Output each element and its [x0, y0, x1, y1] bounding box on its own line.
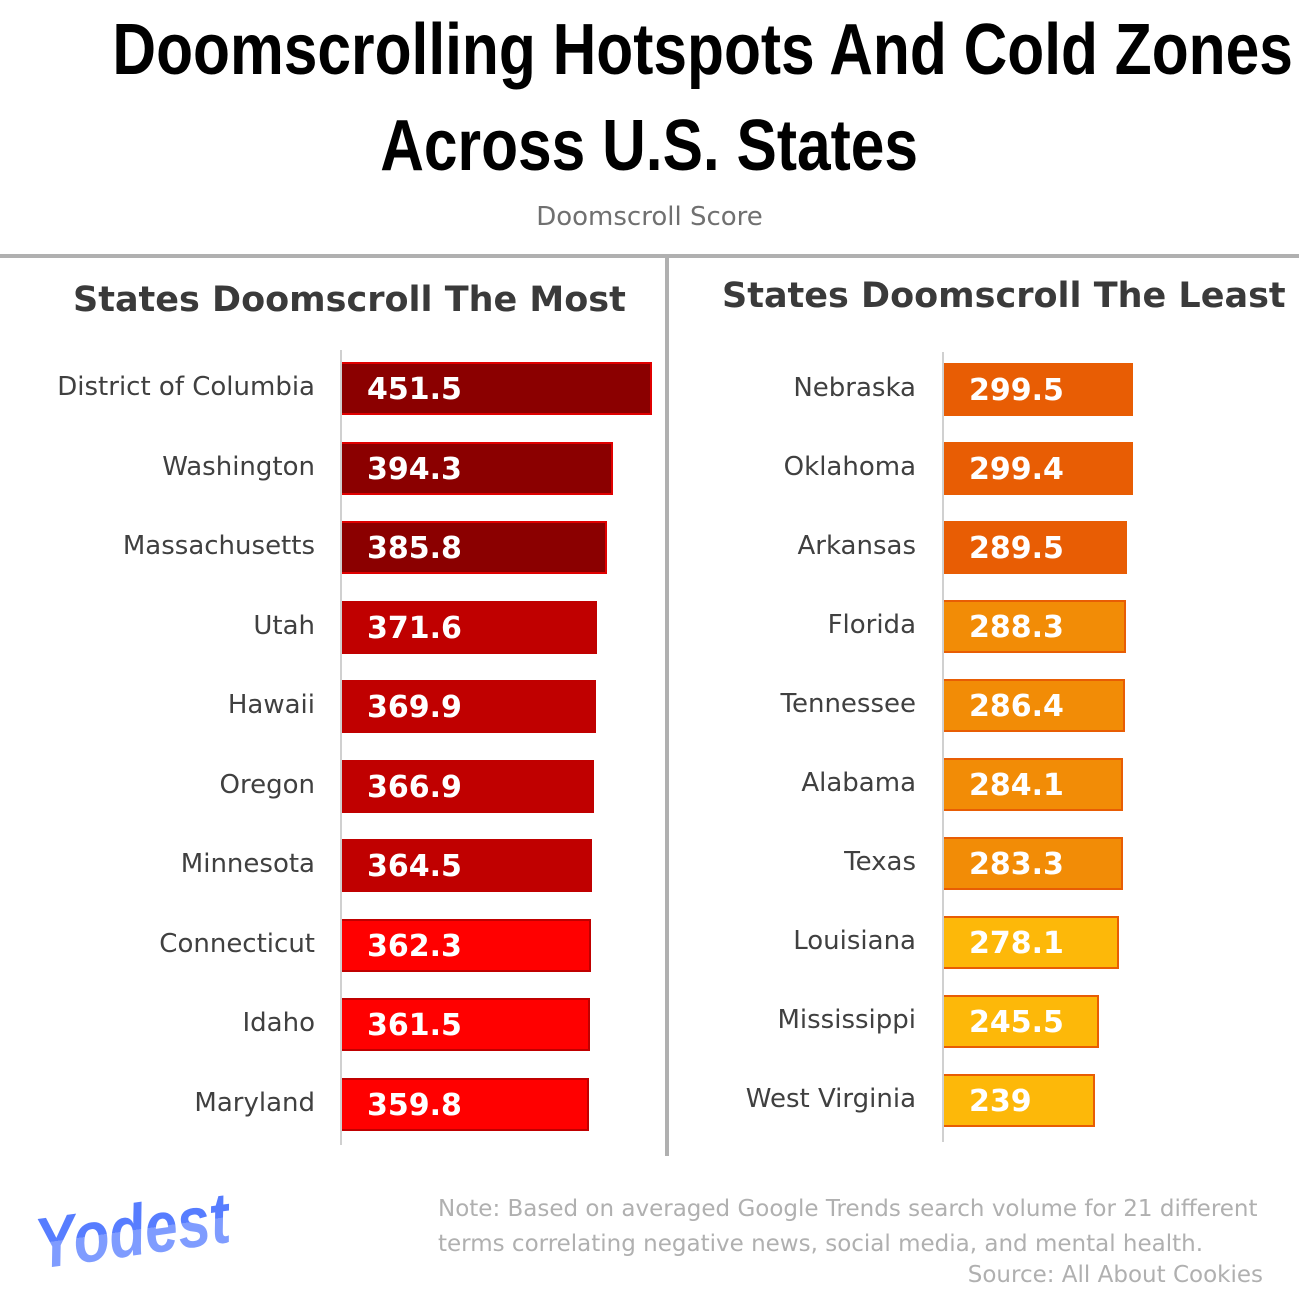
- category-label: Alabama: [801, 768, 916, 798]
- category-label: Massachusetts: [122, 531, 315, 561]
- data-label: 284.1: [969, 768, 1064, 803]
- bar: [342, 1077, 590, 1131]
- data-label: 366.9: [367, 769, 462, 805]
- bar: [342, 839, 593, 892]
- right-panel-title: States Doomscroll The Least: [722, 276, 1286, 316]
- yodest-logo: Yodest: [31, 1176, 238, 1276]
- category-label: Hawaii: [227, 690, 315, 720]
- bar: [944, 442, 1133, 495]
- footnote: Note: Based on averaged Google Trends se…: [438, 1192, 1258, 1262]
- bar: [342, 600, 598, 654]
- data-label: 361.5: [367, 1008, 462, 1043]
- data-label: 371.6: [367, 610, 462, 646]
- left-panel-title: States Doomscroll The Most: [73, 280, 626, 320]
- bar: [944, 995, 1099, 1048]
- category-label: Nebraska: [793, 373, 916, 403]
- bar: [944, 679, 1125, 732]
- note-line-2: terms correlating negative news, social …: [438, 1231, 1204, 1257]
- data-label: 369.9: [367, 690, 462, 725]
- horizontal-divider: [0, 254, 1299, 258]
- bar: [944, 837, 1123, 890]
- data-label: 451.5: [367, 372, 462, 407]
- title-text: Doomscrolling Hotspots And Cold Zones: [112, 10, 1293, 90]
- note-line-1: Note: Based on averaged Google Trends se…: [438, 1196, 1258, 1222]
- data-label: 278.1: [969, 926, 1064, 961]
- data-label: 245.5: [969, 1005, 1064, 1040]
- bar: [342, 441, 613, 495]
- data-label: 359.8: [367, 1087, 462, 1123]
- title-text: Across U.S. States: [380, 106, 919, 186]
- data-label: 362.3: [367, 928, 462, 964]
- bar: [944, 916, 1120, 969]
- category-label: Arkansas: [797, 531, 916, 561]
- bar: [342, 759, 595, 813]
- data-label: 283.3: [969, 847, 1064, 882]
- bar: [944, 758, 1124, 811]
- bar: [342, 918, 591, 972]
- category-label: Tennessee: [780, 689, 917, 719]
- bar: [342, 521, 608, 574]
- data-label: 364.5: [367, 849, 462, 884]
- bar: [944, 600, 1126, 653]
- category-label: Idaho: [242, 1008, 316, 1038]
- bar: [342, 680, 597, 733]
- bar: [342, 362, 653, 415]
- category-axis: [942, 352, 944, 1142]
- data-label: 299.5: [969, 373, 1064, 408]
- category-label: West Virginia: [745, 1084, 916, 1114]
- category-label: Texas: [844, 847, 916, 877]
- category-axis: [340, 350, 342, 1145]
- category-label: Minnesota: [180, 849, 315, 879]
- chart-title-line1: Doomscrolling Hotspots And Cold Zones: [0, 14, 1299, 86]
- bar: [342, 998, 591, 1051]
- svg-text:Yodest: Yodest: [31, 1176, 238, 1276]
- subtitle: Doomscroll Score: [536, 202, 763, 232]
- data-label: 239: [969, 1084, 1032, 1119]
- category-label: Oregon: [219, 769, 315, 800]
- source: Source: All About Cookies: [967, 1262, 1263, 1288]
- bar: [944, 1074, 1095, 1127]
- category-label: Florida: [827, 610, 916, 640]
- category-label: Louisiana: [793, 926, 916, 956]
- data-label: 299.4: [969, 452, 1064, 487]
- category-label: Utah: [253, 610, 315, 641]
- category-label: Maryland: [194, 1087, 315, 1118]
- category-label: Oklahoma: [783, 452, 916, 482]
- category-label: District of Columbia: [57, 372, 315, 402]
- data-label: 289.5: [969, 531, 1064, 566]
- vertical-divider: [665, 258, 669, 1156]
- data-label: 288.3: [969, 610, 1064, 645]
- data-label: 394.3: [367, 451, 462, 487]
- category-label: Washington: [162, 451, 315, 482]
- bar: [944, 521, 1127, 574]
- category-label: Mississippi: [777, 1005, 916, 1035]
- chart-title-line2: Across U.S. States: [0, 110, 1299, 182]
- category-label: Connecticut: [159, 928, 315, 959]
- data-label: 385.8: [367, 531, 462, 566]
- data-label: 286.4: [969, 689, 1064, 724]
- bar: [944, 363, 1133, 416]
